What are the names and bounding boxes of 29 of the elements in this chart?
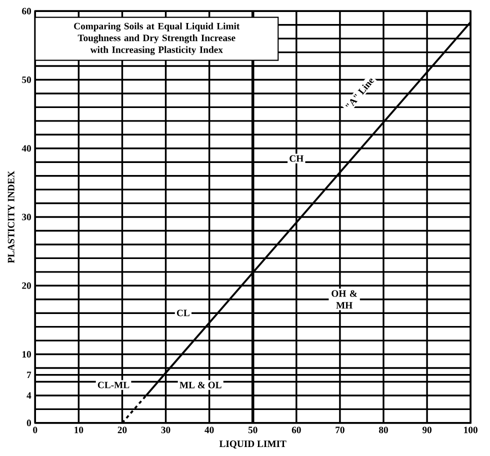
x-tick-label: 80 (379, 426, 388, 434)
annotation: CL-ML (98, 382, 130, 388)
y-tick-label: 20 (22, 282, 31, 289)
y-axis-title: PLASTICITY INDEX (8, 170, 14, 263)
y-tick-label: 10 (22, 350, 31, 358)
y-tick-label: 4 (26, 392, 32, 398)
y-tick-label: 50 (22, 76, 31, 83)
text: Comparing Soils at Equal Liquid Limit (74, 22, 240, 32)
x-tick-label: 60 (292, 426, 301, 434)
y-tick-label: 0 (26, 419, 31, 426)
x-tick-label: 30 (161, 426, 170, 434)
y-tick-label: 7 (27, 372, 32, 378)
y-tick-label: 40 (22, 144, 31, 152)
x-axis-title: LIQUID LIMIT (219, 440, 286, 448)
x-tick-label: 90 (422, 426, 432, 434)
annotation: OH & MH (332, 290, 357, 308)
y-tick-label: 30 (22, 214, 31, 220)
x-tick-label: 40 (204, 426, 214, 434)
x-tick-label: 70 (336, 426, 344, 434)
y-tick-label: 60 (22, 8, 31, 14)
x-tick-label: 20 (118, 426, 127, 434)
annotation: CH (290, 155, 304, 162)
x-tick-label: 0 (33, 426, 38, 434)
text: Toughness and Dry Strength Increase with Increasing Plasticity Index (78, 34, 236, 55)
x-tick-label: 50 (248, 426, 258, 434)
annotation: ML & OL (180, 382, 222, 388)
annotation: CL (176, 310, 190, 316)
x-tick-label: 100 (464, 426, 478, 434)
x-tick-label: 10 (74, 426, 84, 434)
